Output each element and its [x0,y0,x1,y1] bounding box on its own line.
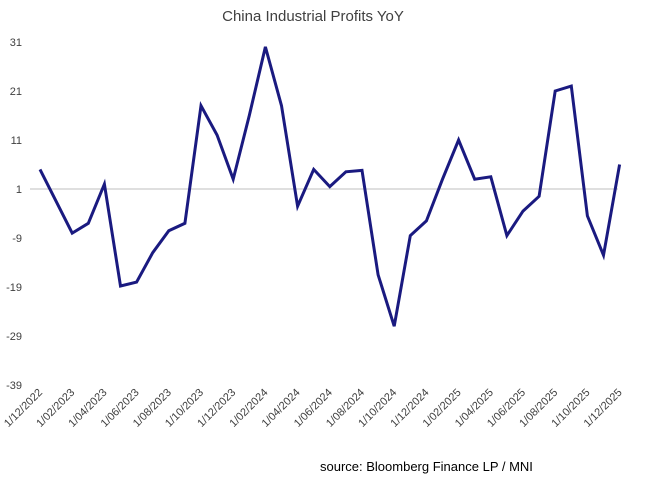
x-axis-ticks: 1/12/20221/02/20231/04/20231/06/20231/08… [2,387,625,430]
y-tick-label: -29 [6,331,22,343]
y-tick-label: -9 [12,233,22,245]
source-note: source: Bloomberg Finance LP / MNI [320,459,533,474]
chart-title: China Industrial Profits YoY [222,8,404,25]
y-tick-label: 21 [10,86,22,98]
y-tick-label: -39 [6,380,22,392]
y-tick-label: -19 [6,282,22,294]
y-tick-label: 11 [11,135,22,147]
y-tick-label: 31 [10,37,22,49]
series-line [38,46,622,327]
y-tick-label: 1 [16,184,22,196]
